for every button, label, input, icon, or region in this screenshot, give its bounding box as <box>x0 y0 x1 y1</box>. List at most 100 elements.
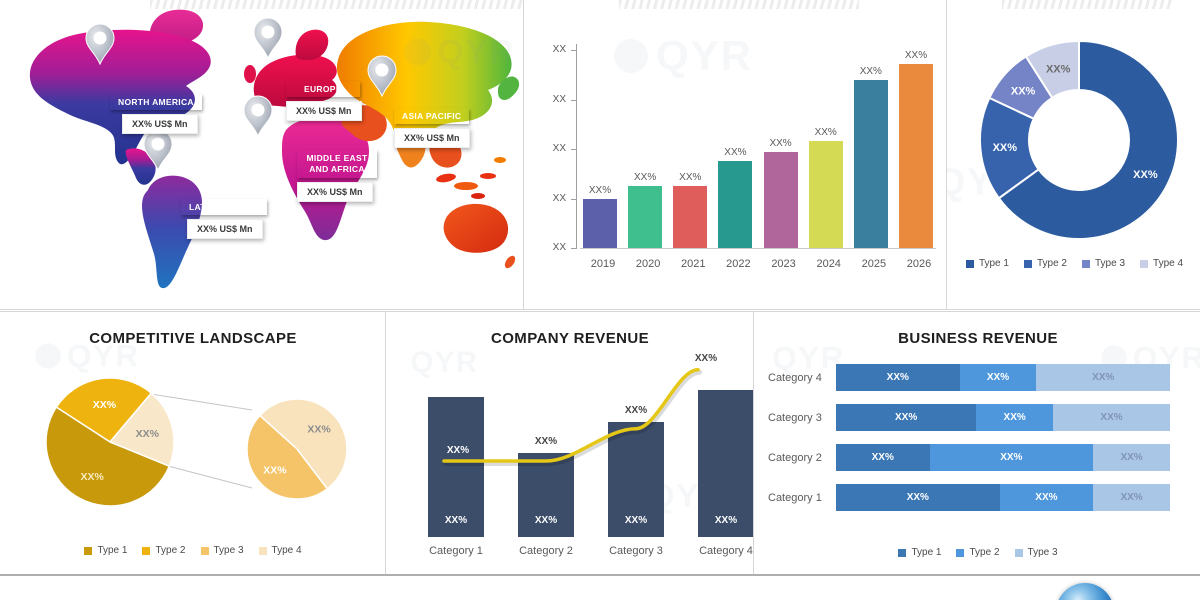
bar <box>583 198 617 248</box>
stacked-bar: XX% XX% XX% <box>836 364 1170 391</box>
bar-column: XX% <box>853 50 888 248</box>
island-nz <box>504 255 516 269</box>
bar-segment-type-1: XX% <box>836 404 977 431</box>
line-annotation: XX% <box>534 436 558 448</box>
continent-uk <box>244 65 256 83</box>
donut-slice-label: XX% <box>1011 86 1036 98</box>
panel-regional-map: QYR <box>0 0 525 310</box>
pie-slice-type-2 <box>55 377 153 443</box>
bar-column: XX% <box>808 50 843 248</box>
x-axis-label: Category 4 <box>699 545 753 557</box>
business-legend: Type 1 Type 2 Type 3 <box>754 547 1200 558</box>
continent-scandinavia <box>295 29 329 60</box>
stacked-bar-row: Category 2 XX% XX% XX% <box>768 444 1188 471</box>
region-value: XX% US$ Mn <box>122 114 198 134</box>
bar-value-label: XX% <box>724 147 747 159</box>
bar-value-label: XX% <box>634 171 657 183</box>
bar-segment-type-1: XX% <box>836 364 960 391</box>
donut-slice-label: XX% <box>1046 63 1071 75</box>
x-axis-label: 2020 <box>635 258 661 270</box>
x-axis-label: 2022 <box>726 258 751 270</box>
bar-bottom-label: XX% <box>534 515 558 526</box>
region-label-asia-pacific: ASIA PACIFIC XX% US$ Mn <box>394 106 470 148</box>
bar <box>608 422 664 537</box>
stacked-bar: XX% XX% XX% <box>836 484 1170 511</box>
legend-label: Type 4 <box>271 545 302 556</box>
legend-item: Type 1 <box>84 545 127 556</box>
bar <box>898 64 933 248</box>
region-label-middle-east-africa: MIDDLE EAST AND AFRICA XX% US$ Mn <box>297 150 377 203</box>
bar <box>428 396 484 537</box>
category-label: Category 2 <box>768 451 822 464</box>
continent-africa <box>282 117 369 241</box>
legend-label: Type 2 <box>1036 258 1067 269</box>
y-tick-mark <box>571 99 576 101</box>
pie-of-pie-chart: XX% XX% XX% XX% XX% <box>45 377 348 507</box>
continent-japan <box>498 76 520 100</box>
bar-segment-type-1: XX% <box>836 484 1000 511</box>
bar-line-chart: XX% Category 1 XX% Category 2 XX% Category 3 X… <box>386 312 754 574</box>
donut-legend: Type 1 Type 2 Type 3 Type 4 <box>947 258 1200 269</box>
bar <box>673 185 708 248</box>
footer-divider <box>0 574 1200 576</box>
cropped-title <box>619 0 859 9</box>
x-axis-label: Category 2 <box>519 545 573 557</box>
panel-company-revenue: QYR QYR COMPANY REVENUE XX% Category 1 XX%… <box>385 311 755 575</box>
trend-line-path <box>442 368 700 463</box>
legend-label: Type 1 <box>97 545 128 556</box>
map-pin-europe <box>253 17 283 59</box>
x-axis-label: 2025 <box>861 258 887 270</box>
y-axis-ticks: XX XX XX XX XX <box>538 44 576 253</box>
legend-item: Type 1 <box>898 547 941 558</box>
bar-bottom-label: XX% <box>444 515 468 526</box>
legend-marker <box>84 546 93 555</box>
legend-label: Type 4 <box>1153 258 1184 269</box>
continent-asia <box>336 21 512 149</box>
legend-item: Type 2 <box>1023 258 1067 269</box>
pie-slice-label: XX% <box>81 471 105 483</box>
x-axis-label: 2021 <box>681 258 706 270</box>
legend-item: Type 1 <box>965 258 1009 269</box>
y-tick-label: XX <box>552 93 566 105</box>
legend-label: Type 1 <box>911 547 942 558</box>
pie-slice-type-4 <box>258 398 348 490</box>
y-tick-label: XX <box>552 242 566 253</box>
legend-label: Type 3 <box>1027 547 1058 558</box>
region-name: NORTH AMERICA <box>110 94 202 110</box>
bar-segment-type-2: XX% <box>929 444 1094 471</box>
bar-segment-type-3: XX% <box>1053 404 1170 431</box>
legend-item: Type 4 <box>1140 258 1183 269</box>
stacked-bar-row: Category 4 XX% XX% XX% <box>768 364 1188 391</box>
legend-item: Type 2 <box>142 545 186 556</box>
bar-value-label: XX% <box>769 137 792 149</box>
donut-slice-type-4 <box>1024 39 1080 100</box>
stacked-bar-row: Category 3 XX% XX% XX% <box>768 404 1188 431</box>
pie-slice-label: XX% <box>263 464 287 476</box>
bar-segment-type-1: XX% <box>836 444 930 471</box>
bar <box>853 80 888 248</box>
bar <box>518 453 574 537</box>
legend-label: Type 3 <box>1095 258 1126 269</box>
legend-marker <box>200 546 209 555</box>
x-axis-label: 2024 <box>816 258 841 270</box>
panel-title: BUSINESS REVENUE <box>898 330 1058 347</box>
stacked-bar-rows: Category 4 XX% XX% XX% Category 3 XX% XX% XX% Ca… <box>768 364 1188 524</box>
region-value: XX% US$ Mn <box>286 101 362 121</box>
island <box>436 173 456 183</box>
line-annotation: XX% <box>624 405 648 417</box>
legend-label: Type 1 <box>978 258 1009 269</box>
pie-slice-label: XX% <box>93 399 117 411</box>
line-annotation: XX% <box>446 445 470 456</box>
x-axis-label: Category 1 <box>429 545 483 557</box>
region-value: XX% US$ Mn <box>297 182 373 203</box>
stacked-bar: XX% XX% XX% <box>836 444 1170 471</box>
bar-segment-type-2: XX% <box>976 404 1054 431</box>
bar-column: XX% <box>898 50 933 248</box>
bar-value-label: XX% <box>814 126 837 138</box>
bars: XX% XX% XX% XX% XX% XX% XX% XX% <box>580 50 936 248</box>
x-axis-labels: 2019 2020 2021 2022 2023 2024 2025 2026 <box>580 258 942 270</box>
trend-line <box>442 368 702 466</box>
y-tick-mark <box>571 198 576 200</box>
continent-europe <box>253 54 337 107</box>
island <box>454 182 478 190</box>
